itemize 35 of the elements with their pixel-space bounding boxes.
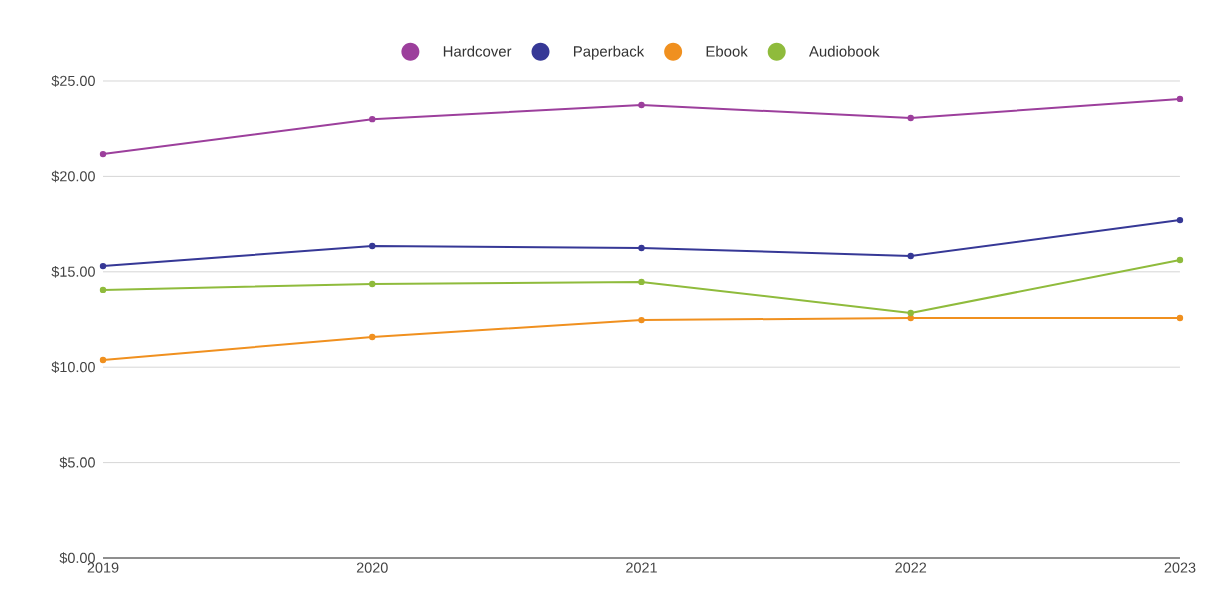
x-tick-label: 2023 — [1164, 562, 1196, 573]
point — [1176, 256, 1184, 264]
legend-label: Paperback — [573, 45, 645, 60]
y-tick-label: $10.00 — [51, 361, 95, 374]
y-tick-label: $5.00 — [59, 456, 95, 469]
point — [1176, 314, 1184, 322]
point — [1176, 216, 1184, 224]
point — [1176, 95, 1184, 103]
y-tick-label: $20.00 — [51, 170, 95, 183]
x-tick-label: 2021 — [626, 562, 657, 573]
point — [99, 286, 107, 294]
legend-label: Audiobook — [808, 45, 880, 57]
point — [369, 333, 376, 341]
point — [99, 150, 107, 158]
point — [369, 115, 376, 123]
point — [907, 252, 914, 260]
point — [369, 242, 376, 250]
legend-label: Ebook — [706, 45, 748, 57]
point — [907, 314, 914, 322]
point — [907, 309, 914, 317]
x-tick-label: 2020 — [356, 562, 388, 573]
legend-label: Hardcover — [443, 45, 512, 57]
point — [907, 114, 914, 122]
y-tick-label: $25.00 — [51, 75, 95, 87]
y-tick-label: $15.00 — [51, 265, 95, 278]
point — [638, 244, 645, 252]
x-tick-label: 2022 — [895, 562, 927, 573]
y-tick-label: $0.00 — [59, 552, 95, 564]
point — [99, 262, 107, 270]
x-tick-label: 2019 — [87, 562, 119, 573]
point — [638, 316, 645, 324]
point — [638, 278, 645, 286]
point — [99, 356, 107, 364]
point — [369, 280, 376, 288]
point — [638, 101, 645, 109]
